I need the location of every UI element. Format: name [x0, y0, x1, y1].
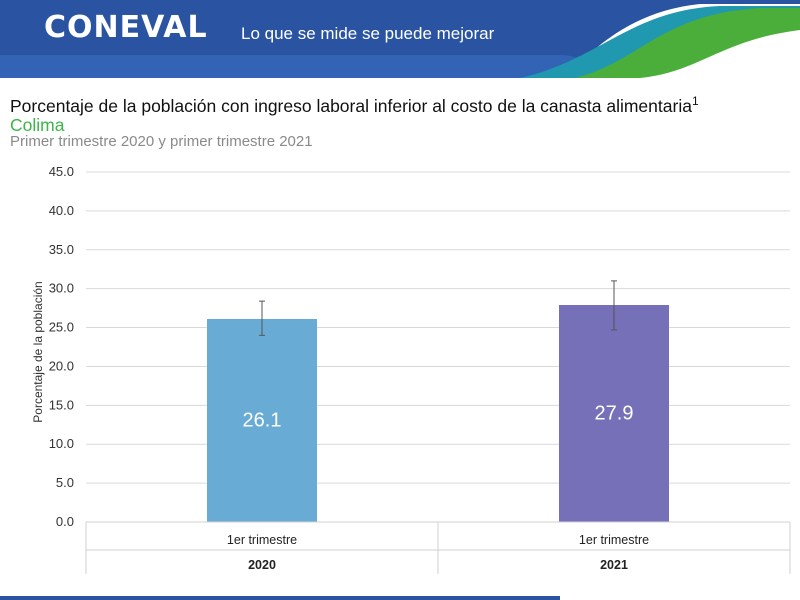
x-tick-label-2020: 1er trimestre [227, 533, 297, 547]
y-tick-label: 30.0 [49, 281, 74, 296]
x-group-label-2021: 2021 [600, 558, 628, 572]
y-tick-label: 20.0 [49, 358, 74, 373]
y-tick-label: 5.0 [56, 475, 74, 490]
y-axis-ticks: 0.0 5.0 10.0 15.0 20.0 25.0 30.0 35.0 40.0 45.0 [49, 164, 74, 529]
y-tick-label: 15.0 [49, 397, 74, 412]
header-banner: CONEVAL Lo que se mide se puede mejorar [0, 0, 800, 82]
footer-line [0, 596, 560, 600]
y-tick-label: 35.0 [49, 242, 74, 257]
y-tick-label: 40.0 [49, 203, 74, 218]
y-axis-label: Porcentaje de la población [31, 281, 45, 422]
chart-title: Porcentaje de la población con ingreso l… [10, 94, 699, 117]
x-axis: 1er trimestre 2020 1er trimestre 2021 [85, 521, 791, 574]
bars: 26.1 27.9 [207, 280, 669, 522]
banner-shape [0, 0, 800, 82]
bar-2021 [559, 305, 669, 522]
y-tick-label: 45.0 [49, 164, 74, 179]
chart-period: Primer trimestre 2020 y primer trimestre… [10, 133, 313, 150]
y-tick-label: 10.0 [49, 436, 74, 451]
tagline: Lo que se mide se puede mejorar [241, 24, 495, 43]
bar-2020 [207, 319, 317, 522]
gridlines [86, 171, 790, 523]
chart-title-text: Porcentaje de la población con ingreso l… [10, 95, 692, 116]
data-label-2020: 26.1 [243, 410, 282, 432]
y-tick-label: 25.0 [49, 320, 74, 335]
y-tick-label: 0.0 [56, 514, 74, 529]
x-tick-label-2021: 1er trimestre [579, 533, 649, 547]
data-label-2021: 27.9 [595, 403, 634, 425]
x-group-label-2020: 2020 [248, 558, 276, 572]
chart-title-footnote: 1 [691, 94, 699, 108]
coneval-logo: CONEVAL [44, 10, 208, 45]
chart-subtitle: Colima [10, 115, 65, 135]
